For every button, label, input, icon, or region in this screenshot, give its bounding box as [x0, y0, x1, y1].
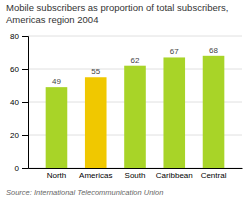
- tick-label: South: [125, 171, 146, 180]
- bar: [124, 66, 146, 168]
- data-label: 49: [52, 77, 61, 86]
- chart-container: Mobile subscribers as proportion of tota…: [0, 0, 250, 200]
- bars: [46, 56, 225, 168]
- bar: [203, 56, 225, 168]
- tick-label: 0: [15, 164, 20, 173]
- tick: Caribbean: [156, 171, 193, 180]
- plot: 0 20 40 60 80 North Americas South Caribbean Cent…: [10, 32, 242, 180]
- tick-label: Americas: [79, 171, 112, 180]
- y-axis: 0 20 40 60 80: [10, 32, 28, 173]
- grid: [28, 36, 242, 168]
- tick-mark: [22, 69, 28, 70]
- source: Source: International Telecommunication …: [6, 188, 163, 197]
- tick-mark: [22, 36, 28, 37]
- tick: 40: [10, 98, 28, 107]
- tick-mark: [22, 102, 28, 103]
- tick: Americas: [79, 171, 112, 180]
- data-label: 67: [170, 47, 179, 56]
- tick-label: Caribbean: [156, 171, 193, 180]
- tick-mark: [22, 135, 28, 136]
- chart: Mobile subscribers as proportion of tota…: [0, 0, 250, 200]
- grid-line: [28, 36, 242, 37]
- title-line: Mobile subscribers as proportion of tota…: [6, 2, 228, 13]
- bar: [46, 87, 68, 168]
- tick: South: [125, 171, 146, 180]
- tick-label: Central: [201, 171, 227, 180]
- axis-line: [22, 37, 29, 169]
- tick: Central: [201, 171, 227, 180]
- tick: 0: [15, 164, 28, 173]
- tick-label: 80: [10, 32, 19, 41]
- bar: [85, 77, 107, 168]
- tick-label: North: [47, 171, 67, 180]
- title: Mobile subscribers as proportion of tota…: [6, 2, 228, 25]
- tick: 20: [10, 131, 28, 140]
- data-label: 62: [131, 56, 140, 65]
- tick-label: 20: [10, 131, 19, 140]
- data-label: 55: [91, 67, 100, 76]
- data-labels: 49 55 62 67 68: [52, 46, 219, 86]
- tick-mark: [22, 168, 28, 169]
- axis-line: [29, 168, 243, 169]
- tick: 60: [10, 65, 28, 74]
- tick-label: 60: [10, 65, 19, 74]
- tick-label: 40: [10, 98, 19, 107]
- data-label: 68: [209, 46, 218, 55]
- title-line: Americas region 2004: [6, 14, 98, 25]
- tick: 80: [10, 32, 28, 41]
- x-axis: North Americas South Caribbean Central: [29, 169, 243, 180]
- tick: North: [47, 171, 67, 180]
- bar: [163, 57, 185, 168]
